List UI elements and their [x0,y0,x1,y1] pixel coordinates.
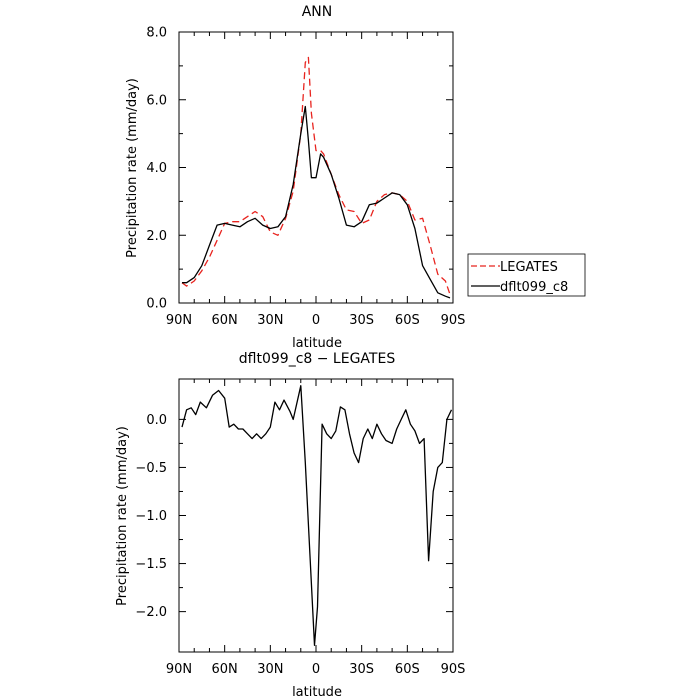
top-chart-ylabel: Precipitation rate (mm/day) [125,78,140,258]
top-x-tick-label: 0 [312,313,320,328]
top-x-tick-label: 30N [257,313,283,328]
bottom-plot-frame [178,378,454,653]
top-x-tick-label: 60N [212,313,238,328]
bottom-series-difference-line [181,385,453,646]
top-chart-plot-area: 90N 60N 30N 0 30S 60S 90S 0.0 2.0 4.0 6.0 8.0 [146,26,465,329]
top-y-tick-label: 4.0 [146,161,167,176]
legend-label-dflt099-c8: dflt099_c8 [500,280,568,295]
legend-box [467,253,586,297]
bottom-y-tick-label: 0.0 [146,413,167,428]
top-x-tick-label: 60S [395,313,420,328]
top-plot-frame [178,31,454,304]
legend-label-legates: LEGATES [500,260,558,275]
bottom-chart-ylabel: Precipitation rate (mm/day) [115,426,130,606]
bottom-x-tick-label: 60S [395,662,420,677]
top-x-tick-label: 90N [166,313,192,328]
bottom-y-tick-label: −1.5 [135,557,167,572]
bottom-y-tick-label: −2.0 [135,605,167,620]
bottom-x-tick-label: 0 [312,662,320,677]
top-chart-panel: ANN 90N 60N 30N 0 30S 60S 90S 0.0 2.0 4.0 6.0 8.0 l… [125,4,465,351]
top-x-tick-label: 90S [441,313,466,328]
bottom-chart-panel: dflt099_c8 − LEGATES 90N 60N 30N 0 30S 60S 90S… [115,351,465,700]
top-chart-title: ANN [302,4,333,20]
top-series-dflt099-c8-line [182,105,451,299]
bottom-y-tick-label: −0.5 [135,461,167,476]
top-y-tick-label: 2.0 [146,229,167,244]
bottom-y-tick-label: −1.0 [135,509,167,524]
bottom-x-tick-label: 30N [257,662,283,677]
top-y-tick-label: 6.0 [146,93,167,108]
top-x-tick-label: 30S [349,313,374,328]
bottom-chart-plot-area: 90N 60N 30N 0 30S 60S 90S 0.0 −0.5 −1.0 −1.5 −2.0 [135,378,466,677]
bottom-chart-title: dflt099_c8 − LEGATES [239,351,396,367]
top-y-tick-label: 8.0 [146,26,167,41]
bottom-x-tick-label: 30S [349,662,374,677]
top-chart-xlabel: latitude [292,336,342,351]
bottom-chart-xlabel: latitude [292,685,342,700]
bottom-x-tick-label: 60N [212,662,238,677]
bottom-x-tick-label: 90N [166,662,192,677]
top-series-legates-line [181,56,451,295]
legend: LEGATES dflt099_c8 [467,253,586,297]
top-y-tick-label: 0.0 [146,297,167,312]
bottom-x-tick-label: 90S [441,662,466,677]
